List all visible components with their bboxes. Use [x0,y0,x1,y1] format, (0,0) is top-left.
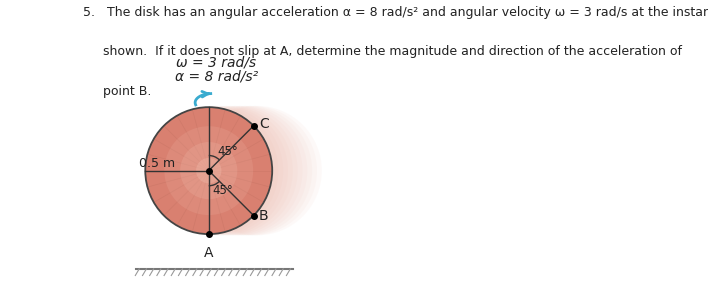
Text: C: C [259,117,269,131]
Text: A: A [204,246,214,260]
Ellipse shape [164,106,293,235]
Text: B: B [259,209,269,223]
Ellipse shape [173,106,302,235]
Text: 5.   The disk has an angular acceleration α = 8 rad/s² and angular velocity ω = : 5. The disk has an angular acceleration … [84,6,708,19]
Ellipse shape [154,106,283,235]
Ellipse shape [149,106,278,235]
Ellipse shape [159,106,288,235]
Ellipse shape [164,126,253,215]
Ellipse shape [196,158,222,183]
Text: 45°: 45° [217,145,238,158]
Ellipse shape [169,106,297,235]
Ellipse shape [188,106,317,235]
Ellipse shape [181,142,237,199]
Text: point B.: point B. [84,84,152,98]
Text: 0.5 m: 0.5 m [139,157,176,170]
Text: α = 8 rad/s²: α = 8 rad/s² [175,69,258,83]
Text: ω = 3 rad/s: ω = 3 rad/s [176,56,256,70]
Text: 45°: 45° [212,184,233,197]
Ellipse shape [183,106,312,235]
Text: shown.  If it does not slip at A, determine the magnitude and direction of the a: shown. If it does not slip at A, determi… [84,45,683,58]
Ellipse shape [145,107,272,234]
Ellipse shape [178,106,307,235]
Ellipse shape [193,106,322,235]
